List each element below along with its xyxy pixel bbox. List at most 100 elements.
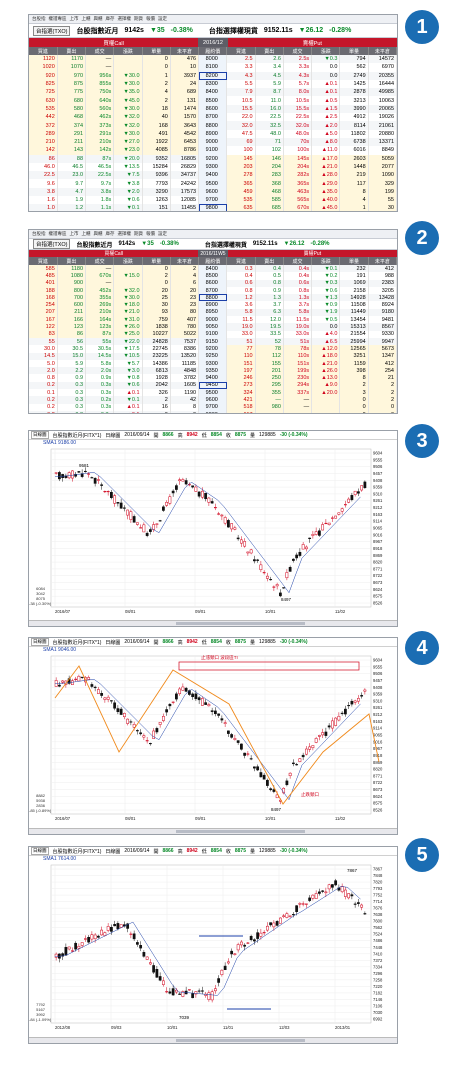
candlestick-chart[interactable]: 7867784878207793775277147676763876007562… bbox=[29, 863, 398, 1044]
table-row[interactable]: 210 211 210s ▼27.0 1922 6453 9000 69 71 70s ▲8.0 67… bbox=[29, 137, 397, 147]
table-row[interactable]: 585 1180— 0 2 8400 0.3 0.4 0.4s ▼0.1 232 412 bbox=[29, 265, 397, 273]
menu-item[interactable]: 報價 bbox=[146, 231, 155, 236]
menu-item[interactable]: 設定 bbox=[158, 231, 167, 236]
table-row[interactable]: 5.0 5.9 5.8s ▼5.7 14386 11185 9300 151 155 151s ▲2… bbox=[29, 359, 397, 368]
menu-item[interactable]: 庫存 bbox=[105, 231, 115, 236]
menu-item[interactable]: 期貨 bbox=[134, 16, 143, 21]
chart-period-tab[interactable]: 日線圖 bbox=[31, 847, 49, 855]
table-row[interactable]: 168 700 355s ▼30.0 25 23 8800 1.2 1.3 1.3s ▼1.3 149… bbox=[29, 294, 397, 302]
candle bbox=[106, 696, 110, 700]
quote-cell: 0.0 bbox=[311, 323, 341, 331]
table-row[interactable]: 1.0 1.2 1.1s ▼0.1 151 11455 9800 635 685 670s ▲45.… bbox=[29, 204, 397, 211]
y-tick-label: 8722 bbox=[373, 780, 383, 785]
menu-item[interactable]: 上市 bbox=[69, 231, 79, 236]
x-tick-label: 10/01 bbox=[265, 609, 276, 614]
candle bbox=[305, 903, 308, 905]
candle bbox=[233, 738, 237, 740]
quote-cell: 2 bbox=[142, 272, 171, 280]
table-row[interactable]: 14.5 15.0 14.5s ▼10.5 23225 13520 9250 110 112 11… bbox=[29, 352, 397, 360]
menu-item[interactable]: 上櫃 bbox=[81, 16, 91, 21]
candle bbox=[285, 780, 289, 786]
menu-item[interactable]: 權證專區 bbox=[48, 16, 67, 21]
table-row[interactable]: 188 800 452s ▼32.0 20 20 8700 0.8 0.9 0.8s ▼0.6 215… bbox=[29, 286, 397, 295]
table-row[interactable]: 372 374 373s ▼32.0 168 3643 8800 32.0 32.5 32.0s ▲… bbox=[29, 121, 397, 130]
table-row[interactable]: 46.0 46.5 46.5s ▼13.5 15284 26829 9300 203 204 20… bbox=[29, 162, 397, 172]
menu-item[interactable]: 興櫃 bbox=[93, 231, 103, 236]
month-selector[interactable]: 2016/11W5 bbox=[198, 250, 228, 257]
table-row[interactable]: 0.2 0.3 0.3s ▲0.1 16 8 9700 518 980—0 0 bbox=[29, 403, 397, 411]
table-row[interactable]: 485 1080 670s ▼15.0 2 4 8500 0.4 0.5 0.4s ▼0.2 191 9… bbox=[29, 272, 397, 280]
quote-cell: — bbox=[283, 410, 313, 413]
scrollbar-thumb[interactable] bbox=[176, 622, 305, 625]
menu-item[interactable]: 庫存 bbox=[105, 16, 115, 21]
menu-item[interactable]: 興櫃 bbox=[93, 16, 103, 21]
quote-cell: 291 bbox=[57, 129, 87, 138]
product-selector[interactable]: 台指選(TXO) bbox=[33, 25, 71, 36]
table-row[interactable]: 9.6 9.7 9.7s ▼3.8 7793 24242 9500 365 368 365s ▲29… bbox=[29, 179, 397, 188]
table-row[interactable]: 86 88 87s ▼20.0 9352 16805 9200 145 146 145s ▲17.0… bbox=[29, 154, 397, 163]
scrollbar-thumb[interactable] bbox=[176, 830, 305, 833]
table-row[interactable]: 289 291 291s ▼30.0 491 4542 8900 47.5 48.0 48.0s ▲… bbox=[29, 129, 397, 138]
y-tick-label: 7106 bbox=[373, 1003, 383, 1008]
menu-item[interactable]: 選擇權 bbox=[117, 16, 132, 21]
table-row[interactable]: 142 143 142s ▼23.0 4085 8786 9100 100 102 100s ▲11… bbox=[29, 146, 397, 155]
table-row[interactable]: 167 166 164s ▼31.0 759 407 9000 11.5 12.0 11.5s ▼0… bbox=[29, 316, 397, 324]
table-row[interactable]: 725 775 750s ▼35.0 4 689 8400 7.9 8.7 8.0s ▲0.1 287… bbox=[29, 88, 397, 97]
table-row[interactable]: 442 468 462s ▼32.0 40 1570 8700 22.0 22.5 22.5s ▲2… bbox=[29, 113, 397, 122]
x-tick-label: 12/03 bbox=[279, 1025, 290, 1030]
table-row[interactable]: 1120 1170— 0 476 8000 2.5 2.6 2.5s ▼0.3 794 14572 bbox=[29, 55, 397, 64]
table-row[interactable]: 0.2 0.3 0.2s ▼0.1 2 42 9600 421— —0 2 bbox=[29, 396, 397, 404]
table-row[interactable]: 3.8 4.7 3.8s ▼2.0 3290 17573 9600 459 468 463s ▲35… bbox=[29, 187, 397, 197]
table-row[interactable]: 2.0 2.2 2.0s ▼3.0 6813 4848 9350 197 201 199s ▲26.… bbox=[29, 367, 397, 375]
y-tick-label: 8624 bbox=[373, 587, 383, 592]
table-row[interactable]: 83 86 87s ▼25.0 10227 5022 9100 33.0 33.5 33.0s ▲4… bbox=[29, 330, 397, 338]
menu-item[interactable]: 報價 bbox=[146, 16, 155, 21]
table-row[interactable]: 254 600 269s ▼18.0 30 23 8900 3.6 3.7 3.7s ▼0.9 115… bbox=[29, 301, 397, 309]
month-selector[interactable]: 2016/12 bbox=[198, 38, 228, 47]
quote-cell: 365s bbox=[283, 179, 313, 188]
table-row[interactable]: 825 875 855s ▼30.0 2 24 8300 5.5 5.9 5.7s ▲0.1 1425… bbox=[29, 79, 397, 89]
menu-item[interactable]: 權證專區 bbox=[48, 231, 67, 236]
table-row[interactable]: 122 123 123s ▼26.0 1838 780 9050 19.0 19.5 19.0s 0… bbox=[29, 323, 397, 331]
menu-item[interactable]: 上市 bbox=[69, 16, 79, 21]
quote-cell: 2 bbox=[368, 396, 397, 404]
table-row[interactable]: 207 211 210s ▼21.0 93 80 8950 5.8 6.3 5.8s ▼1.9 114… bbox=[29, 308, 397, 317]
product-selector[interactable]: 台指選(TXO) bbox=[33, 239, 71, 249]
table-row[interactable]: 0.20.30.3s▲0.1009800617——00 bbox=[29, 410, 397, 413]
table-row[interactable]: 1020 1070— 0 10 8100 3.3 3.4 3.3s 0.0 562 6970 bbox=[29, 63, 397, 72]
quote-cell: 294s bbox=[283, 381, 313, 390]
table-row[interactable]: 22.5 23.0 22.5s ▼7.5 9396 34737 9400 278 283 282s… bbox=[29, 171, 397, 180]
horizontal-scrollbar[interactable] bbox=[29, 1037, 397, 1043]
table-row[interactable]: 535 580 560s ▼30.0 18 1474 8600 15.5 16.0 15.5s ▲1… bbox=[29, 104, 397, 114]
table-row[interactable]: 401 900— 0 6 8600 0.6 0.8 0.6s ▼0.3 1069 2383 bbox=[29, 279, 397, 287]
strike-cell: 8800 bbox=[198, 294, 228, 302]
chart-period-tab[interactable]: 日線圖 bbox=[31, 638, 49, 646]
table-row[interactable]: 630 680 640s ▼45.0 2 131 8500 10.5 11.0 10.5s ▲0.5… bbox=[29, 96, 397, 105]
chart-period-tab[interactable]: 日線圖 bbox=[31, 431, 49, 439]
table-row[interactable]: 0.2 0.3 0.3s ▼0.6 2042 1605 9450 273 295 294s ▲9.0… bbox=[29, 381, 397, 390]
quote-cell: 680 bbox=[57, 96, 87, 105]
quote-cell: 0.9 bbox=[255, 286, 284, 295]
menu-item[interactable]: 台股指 bbox=[32, 231, 46, 236]
scrollbar-thumb[interactable] bbox=[176, 1039, 305, 1042]
candle bbox=[110, 491, 113, 498]
menu-item[interactable]: 選擇權 bbox=[117, 231, 132, 236]
table-row[interactable]: 920 970 956s ▼30.0 1 3937 8200 4.3 4.5 4.3s 0.0 274… bbox=[29, 71, 397, 80]
table-row[interactable]: 1.6 1.9 1.8s ▼0.6 1263 12085 9700 535 585 565s ▲40… bbox=[29, 196, 397, 205]
quote-cell: 355s bbox=[85, 294, 115, 302]
table-row[interactable]: 0.8 0.9 0.9s ▼0.8 1928 3782 9400 246 250 230s ▲13.… bbox=[29, 374, 397, 382]
menu-item[interactable]: 台股指 bbox=[32, 16, 46, 21]
candle bbox=[318, 530, 321, 536]
quote-cell: 8849 bbox=[368, 146, 397, 155]
table-row[interactable]: 0.1 0.3 0.3s ▲0.1 326 1190 9500 324 355 337s ▲20.0… bbox=[29, 389, 397, 397]
menu-item[interactable]: 期貨 bbox=[134, 231, 143, 236]
volume-value: 129885 bbox=[259, 432, 276, 438]
menu-item[interactable]: 設定 bbox=[158, 16, 167, 21]
table-row[interactable]: 55 56 55s ▼22.0 24828 7537 9150 51 52 51s ▲6.5 2599… bbox=[29, 337, 397, 346]
table-row[interactable]: 30.0 30.5 30.5s ▼17.5 22745 8386 9200 77 78 78s ▲1… bbox=[29, 345, 397, 353]
horizontal-scrollbar[interactable] bbox=[29, 620, 397, 626]
menu-item[interactable]: 上櫃 bbox=[81, 231, 91, 236]
horizontal-scrollbar[interactable] bbox=[29, 828, 397, 834]
